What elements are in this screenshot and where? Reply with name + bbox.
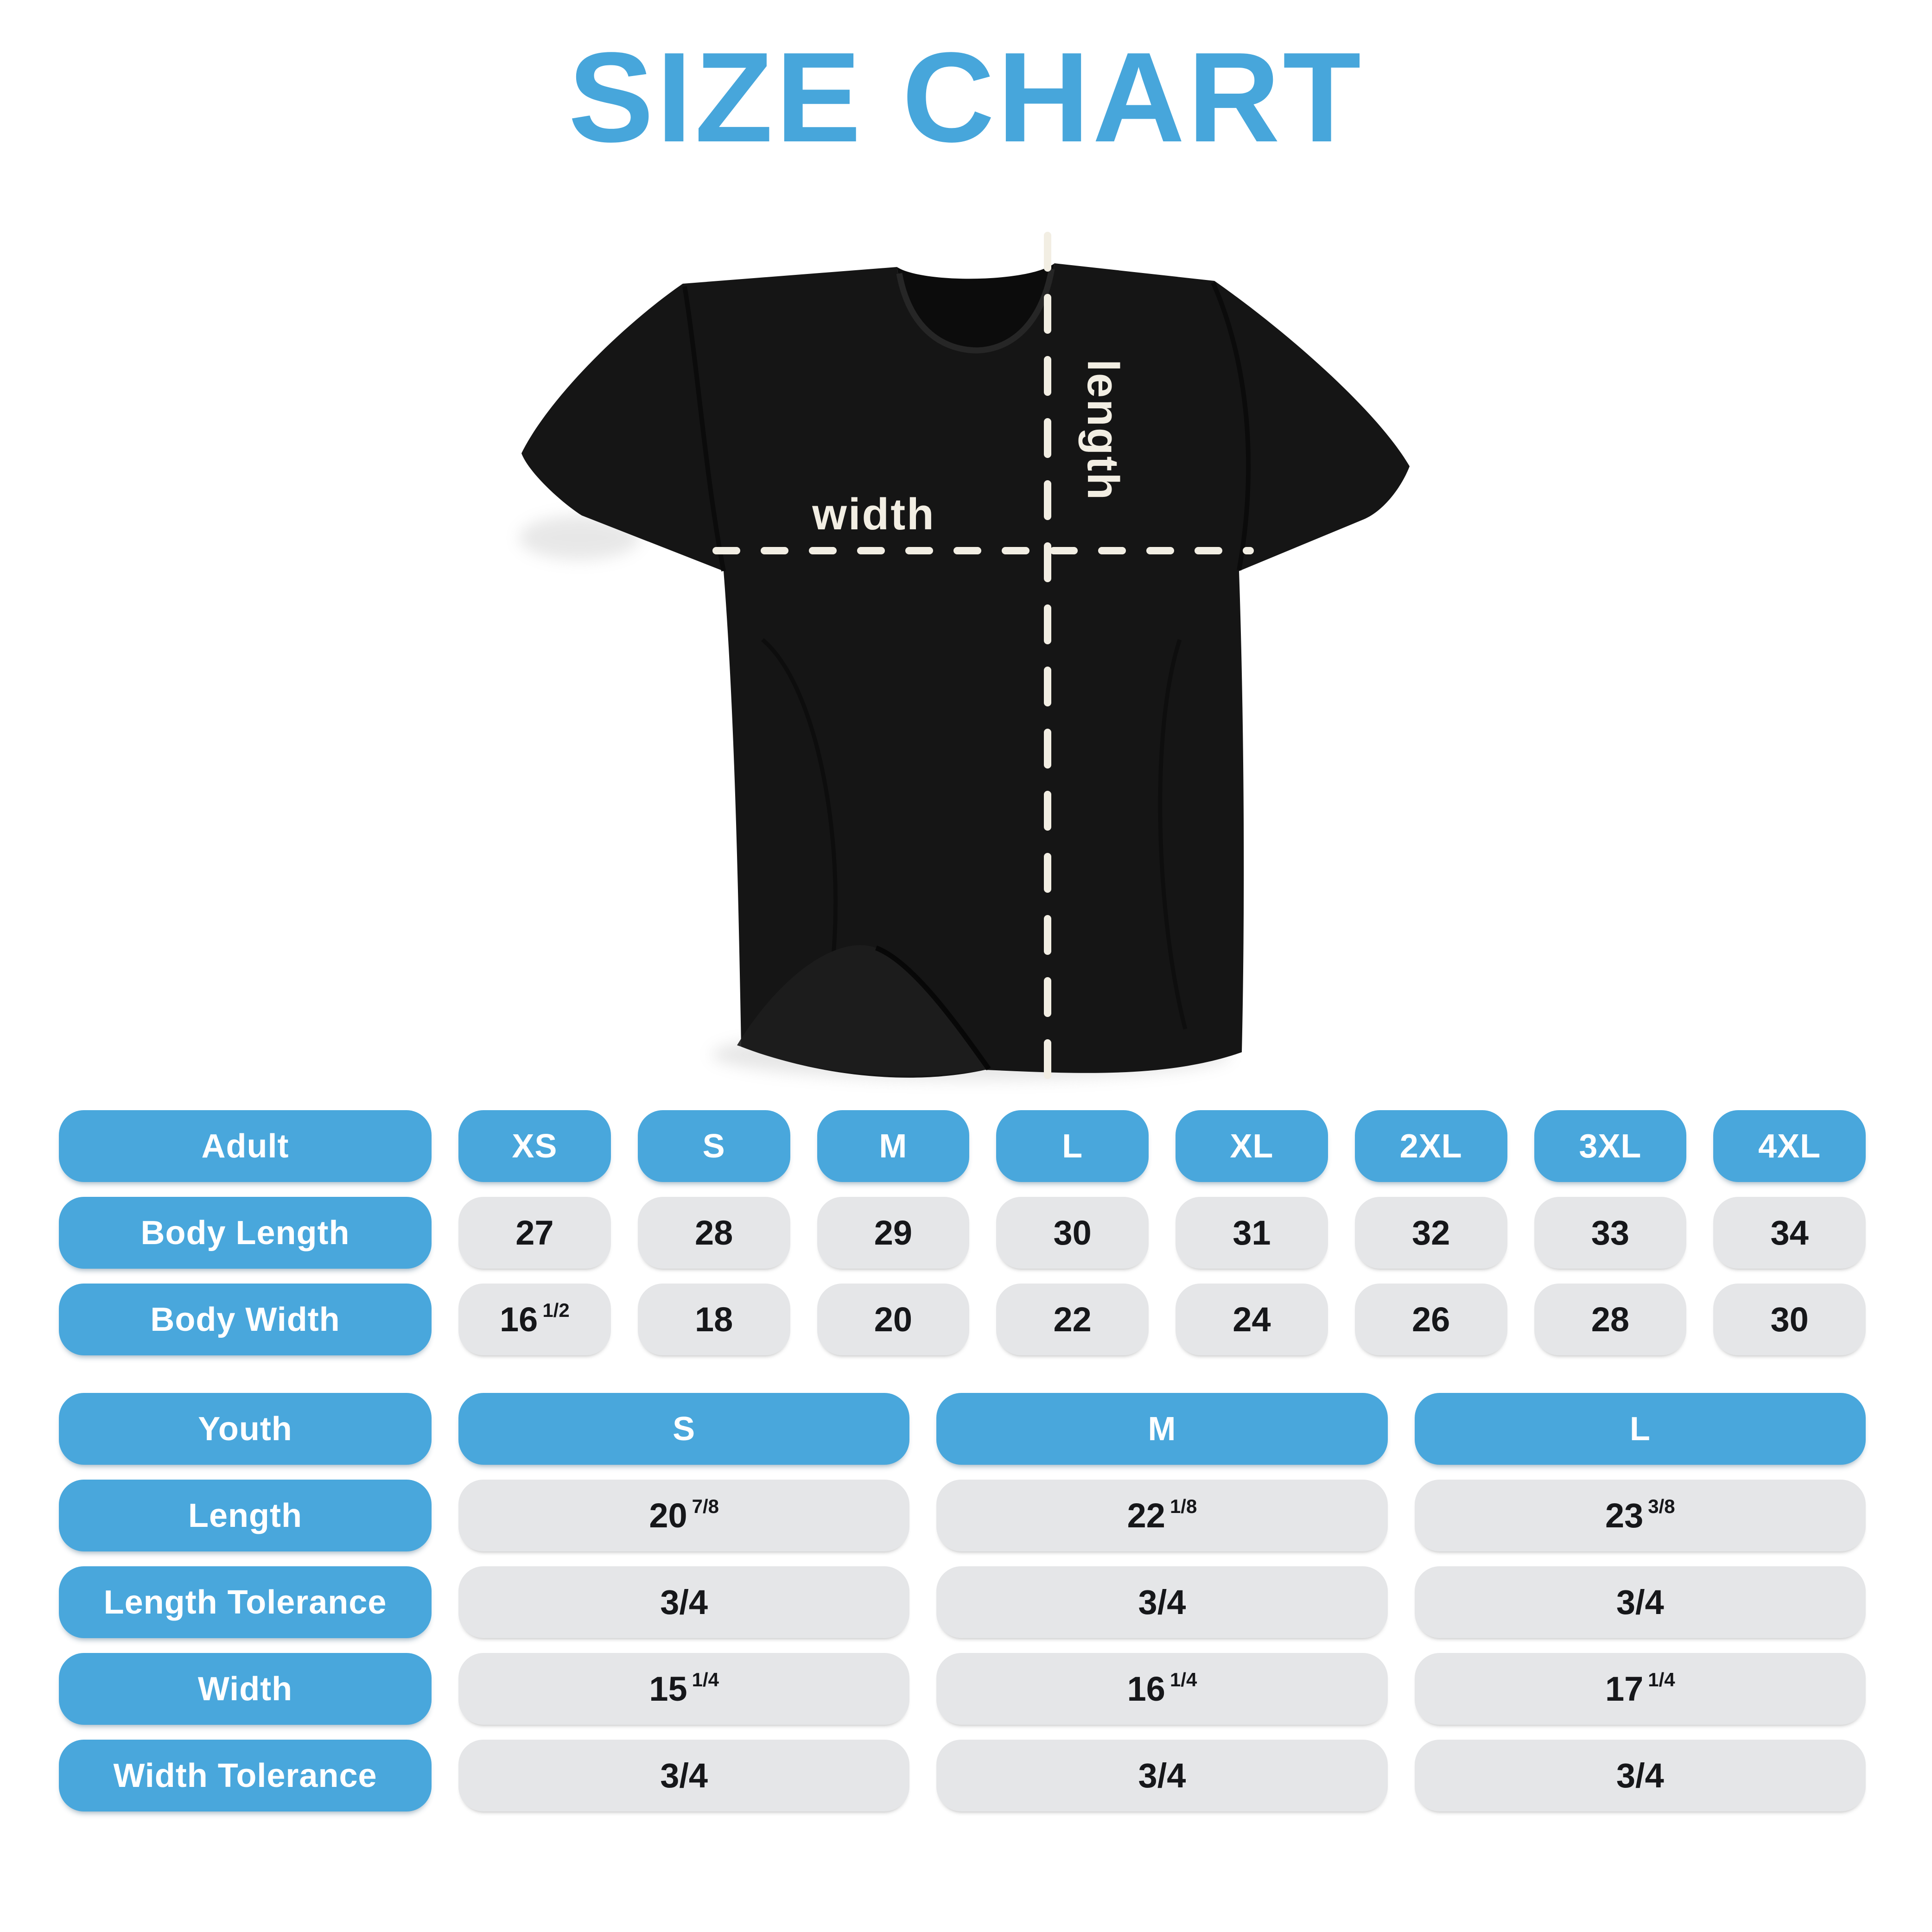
youth-header-label: Youth: [59, 1393, 432, 1465]
table-cell: 18: [637, 1284, 790, 1355]
table-cell: 33: [1534, 1197, 1687, 1269]
table-cell: 28: [637, 1197, 790, 1269]
table-cell: 16 1/4: [936, 1653, 1388, 1725]
table-cell: 22 1/8: [936, 1480, 1388, 1551]
adult-size-s: S: [637, 1110, 790, 1182]
left-sleeve-seam: [682, 286, 726, 572]
table-cell: 17 1/4: [1414, 1653, 1866, 1725]
youth-size-l: L: [1414, 1393, 1866, 1465]
tshirt-body: [521, 263, 1410, 1078]
sleeve-shadow: [519, 515, 640, 560]
right-sleeve-seam: [1211, 281, 1251, 571]
adult-size-xs: XS: [458, 1110, 611, 1182]
length-label: length: [1078, 359, 1128, 501]
page-title: SIZE CHART: [568, 26, 1364, 169]
adult-size-3xl: 3XL: [1534, 1110, 1687, 1182]
table-cell: 3/4: [1414, 1740, 1866, 1811]
table-cell: 28: [1534, 1284, 1687, 1355]
table-cell: 3/4: [936, 1566, 1388, 1638]
hem-fold: [737, 945, 989, 1076]
table-cell: 32: [1354, 1197, 1507, 1269]
youth-size-s: S: [458, 1393, 910, 1465]
row-label-length: Length: [59, 1480, 432, 1551]
collar-rib: [896, 268, 1055, 354]
hem-fold-shadow: [875, 945, 991, 1071]
table-cell: 16 1/2: [458, 1284, 611, 1355]
table-cell: 31: [1176, 1197, 1328, 1269]
table-cell: 29: [817, 1197, 970, 1269]
table-cell: 24: [1176, 1284, 1328, 1355]
table-cell: 30: [1713, 1284, 1866, 1355]
adult-header-label: Adult: [59, 1110, 432, 1182]
row-label-width: Width: [59, 1653, 432, 1725]
table-cell: 22: [996, 1284, 1149, 1355]
wrinkle: [761, 638, 838, 1002]
table-cell: 15 1/4: [458, 1653, 910, 1725]
table-cell: 34: [1713, 1197, 1866, 1269]
table-cell: 3/4: [1414, 1566, 1866, 1638]
adult-size-m: M: [817, 1110, 970, 1182]
youth-size-table: Youth S M L Length 20 7/8 22 1/8 23 3/8 Len…: [59, 1393, 1866, 1811]
adult-size-2xl: 2XL: [1354, 1110, 1507, 1182]
table-cell: 3/4: [458, 1566, 910, 1638]
adult-size-4xl: 4XL: [1713, 1110, 1866, 1182]
tshirt-diagram: width length: [503, 213, 1435, 1094]
adult-size-xl: XL: [1176, 1110, 1328, 1182]
table-cell: 20: [817, 1284, 970, 1355]
table-cell: 23 3/8: [1414, 1480, 1866, 1551]
table-cell: 20 7/8: [458, 1480, 910, 1551]
collar-opening: [897, 263, 1055, 353]
table-cell: 30: [996, 1197, 1149, 1269]
width-label: width: [812, 489, 935, 539]
adult-size-table: Adult XS S M L XL 2XL 3XL 4XL Body Lengt…: [59, 1110, 1866, 1355]
table-cell: 26: [1354, 1284, 1507, 1355]
row-label-body-length: Body Length: [59, 1197, 432, 1269]
row-label-width-tolerance: Width Tolerance: [59, 1740, 432, 1811]
table-cell: 3/4: [936, 1740, 1388, 1811]
row-label-length-tolerance: Length Tolerance: [59, 1566, 432, 1638]
table-cell: 3/4: [458, 1740, 910, 1811]
tshirt-graphic: width length: [519, 232, 1410, 1088]
adult-size-l: L: [996, 1110, 1149, 1182]
table-cell: 27: [458, 1197, 611, 1269]
youth-size-m: M: [936, 1393, 1388, 1465]
row-label-body-width: Body Width: [59, 1284, 432, 1355]
wrinkle: [1158, 639, 1188, 1030]
